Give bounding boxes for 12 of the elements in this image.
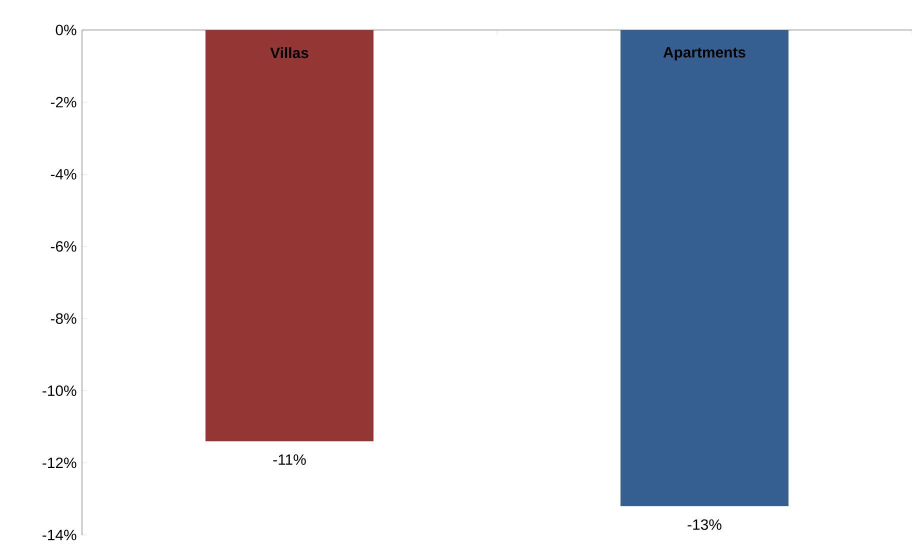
x-tick-label: Villas (270, 47, 308, 58)
y-tick-label: -10% (42, 385, 76, 396)
y-tick-label: -4% (50, 169, 76, 180)
data-label: -11% (273, 454, 306, 465)
y-tick-label: 0% (56, 24, 76, 36)
y-tick-label: -14% (42, 530, 76, 540)
y-tick-label: -8% (50, 313, 76, 324)
x-tick-label: Apartments (663, 47, 746, 61)
y-tick-label: -6% (50, 241, 76, 252)
y-tick-label: -12% (42, 458, 76, 468)
y-tick-label: -2% (50, 96, 76, 108)
data-label: -13% (688, 519, 722, 530)
